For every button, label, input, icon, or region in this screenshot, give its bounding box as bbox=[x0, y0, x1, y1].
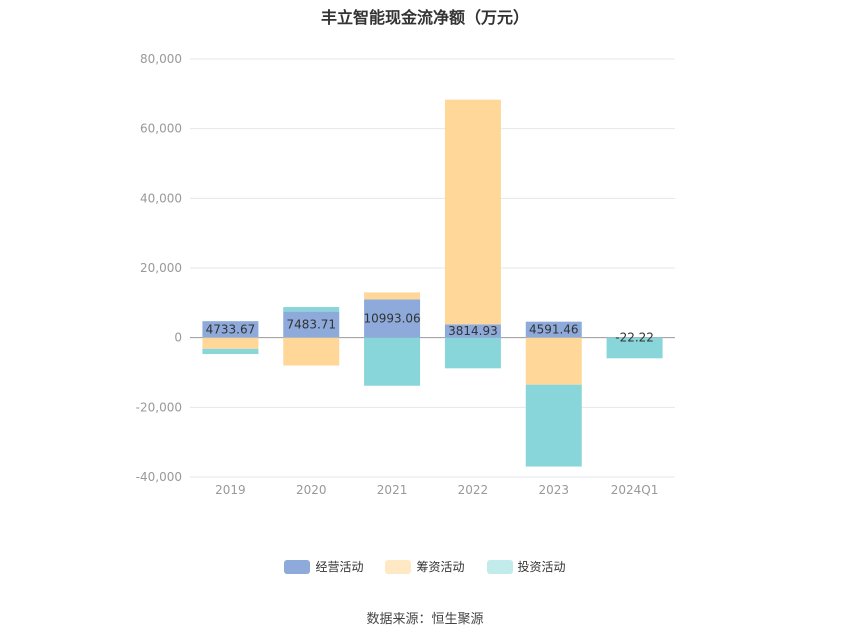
y-tick-label: 0 bbox=[174, 331, 182, 345]
x-tick-label: 2019 bbox=[215, 483, 246, 497]
legend-swatch-financing bbox=[385, 559, 412, 574]
legend-swatch-operating bbox=[284, 559, 311, 574]
bar-segment[interactable] bbox=[364, 337, 421, 386]
x-axis-ticks: 2019 2020 2021 2022 2023 2024Q1 bbox=[215, 483, 658, 497]
bar-segment[interactable] bbox=[283, 311, 340, 338]
bar-segment[interactable] bbox=[444, 99, 501, 325]
data-source: 数据来源：恒生聚源 bbox=[366, 612, 484, 627]
data-labels: 4733.67 7483.71 10993.06 3814.93 4591.46 -22.… bbox=[206, 312, 654, 345]
legend-label-operating: 经营活动 bbox=[315, 560, 364, 574]
x-tick-label: 2021 bbox=[377, 483, 408, 497]
legend-item-financing[interactable]: 筹资活动 bbox=[385, 558, 465, 575]
data-label: 4733.67 bbox=[206, 322, 256, 336]
y-tick-label: 20,000 bbox=[140, 261, 182, 275]
y-axis-ticks: 80,000 60,000 40,000 20,000 0 -20,000 -40,000 bbox=[136, 52, 182, 484]
bar-segment[interactable] bbox=[444, 337, 501, 369]
data-label: 10993.06 bbox=[363, 312, 420, 326]
chart-title: 丰立智能现金流净额（万元） bbox=[320, 8, 529, 27]
bar-segment[interactable] bbox=[283, 307, 340, 312]
data-label: 3814.93 bbox=[448, 324, 498, 338]
legend: 经营活动 筹资活动 投资活动 bbox=[0, 558, 850, 575]
bars bbox=[202, 99, 663, 467]
legend-swatch-investing bbox=[486, 559, 513, 574]
x-tick-label: 2023 bbox=[538, 483, 569, 497]
bar-segment[interactable] bbox=[202, 348, 259, 355]
legend-label-financing: 筹资活动 bbox=[416, 560, 465, 574]
y-tick-label: 60,000 bbox=[140, 122, 182, 136]
bar-segment[interactable] bbox=[202, 337, 259, 349]
bar-segment[interactable] bbox=[364, 292, 421, 300]
bar-segment[interactable] bbox=[444, 324, 501, 338]
legend-item-operating[interactable]: 经营活动 bbox=[284, 558, 363, 575]
y-tick-label: -20,000 bbox=[136, 400, 182, 414]
bar-segment[interactable] bbox=[202, 321, 259, 338]
x-tick-label: 2022 bbox=[458, 483, 489, 497]
bar-segment[interactable] bbox=[525, 337, 582, 385]
data-label: 7483.71 bbox=[286, 318, 336, 332]
bar-segment[interactable] bbox=[525, 384, 582, 467]
data-label: -22.22 bbox=[615, 331, 654, 345]
bar-segment[interactable] bbox=[283, 337, 340, 366]
data-label: 4591.46 bbox=[529, 323, 579, 337]
legend-item-investing[interactable]: 投资活动 bbox=[486, 558, 566, 575]
y-tick-label: 40,000 bbox=[140, 191, 182, 205]
bar-segment[interactable] bbox=[606, 337, 663, 359]
bar-segment[interactable] bbox=[364, 299, 421, 338]
bar-segment[interactable] bbox=[525, 321, 582, 338]
legend-label-investing: 投资活动 bbox=[517, 560, 566, 574]
y-tick-label: 80,000 bbox=[140, 52, 182, 66]
grid-lines bbox=[190, 58, 675, 478]
x-tick-label: 2020 bbox=[296, 483, 327, 497]
x-tick-label: 2024Q1 bbox=[611, 483, 659, 497]
y-tick-label: -40,000 bbox=[136, 470, 182, 484]
